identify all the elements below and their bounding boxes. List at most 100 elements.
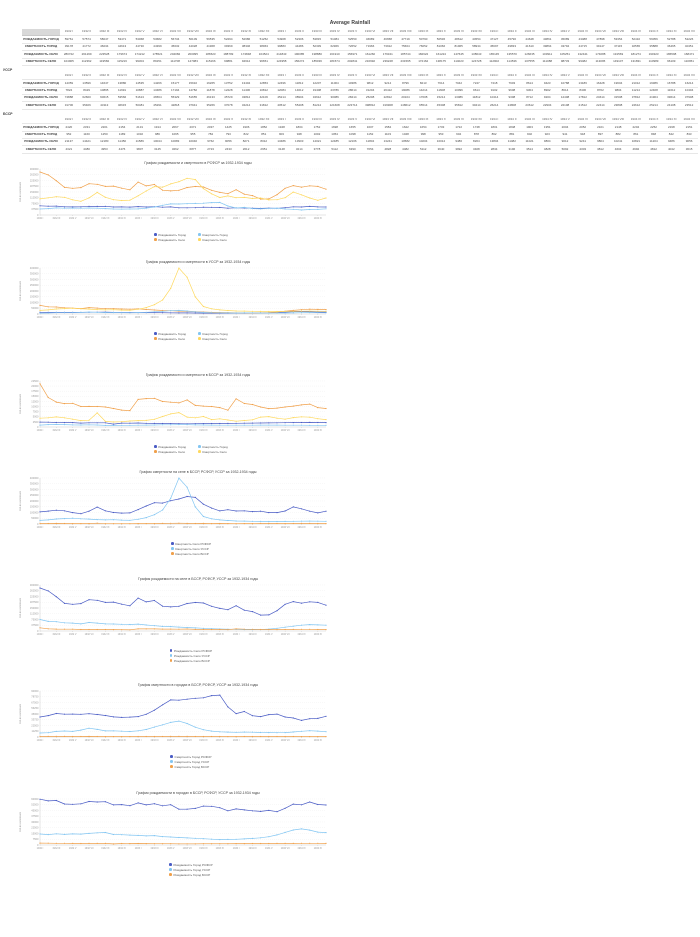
legend-item: Смертность Село УССР xyxy=(170,547,211,551)
table-cell: 9804 xyxy=(591,138,610,147)
table-cell: 21512 xyxy=(573,101,592,110)
table-cell: 31706 xyxy=(60,101,78,110)
table-cell: 13241 xyxy=(378,138,397,147)
series-line-birth_city-ussr xyxy=(39,828,327,840)
table-cell: 132441 xyxy=(573,50,592,59)
table-cell: 2067 xyxy=(166,123,185,132)
table-cell: 47719 xyxy=(396,35,415,44)
svg-text:1933 IX: 1933 IX xyxy=(199,633,208,636)
svg-text:1934 V: 1934 V xyxy=(265,847,273,850)
table-cell: 9204 xyxy=(538,94,557,103)
svg-text:1934 III: 1934 III xyxy=(248,429,256,432)
table-row: СМЕРТНОСТЬ СЕЛО 31706 35406 43113 46615 50481… xyxy=(22,101,698,110)
legend-dot-icon xyxy=(154,337,157,340)
table-cell: 52788 xyxy=(662,35,681,44)
table-cell: 9056 xyxy=(680,138,698,147)
table-cell: 50790 xyxy=(414,35,433,44)
table-cell: 822 xyxy=(237,131,255,139)
svg-text:1932 III: 1932 III xyxy=(52,217,60,220)
svg-text:1933 I: 1933 I xyxy=(135,739,142,742)
legend-label: Рождаемость Село xyxy=(158,237,186,242)
svg-text:1932 III: 1932 III xyxy=(52,429,60,432)
table-cell: 179674 xyxy=(113,50,131,59)
table-cell: 17812 xyxy=(573,94,592,103)
svg-text:1933 XI: 1933 XI xyxy=(216,217,225,220)
table-cell: 39178 xyxy=(60,43,78,52)
month-header: 1934 V xyxy=(556,72,574,81)
svg-text:250000: 250000 xyxy=(30,493,39,497)
legend-dot-icon xyxy=(169,863,172,866)
svg-text:1932 IX: 1932 IX xyxy=(101,429,110,432)
table-cell: 39883 xyxy=(272,43,291,52)
svg-text:1933 V: 1933 V xyxy=(167,847,175,850)
svg-text:1934 IX: 1934 IX xyxy=(297,526,306,529)
table-cell: 1048 xyxy=(396,131,415,139)
table-cell: 54908 xyxy=(272,35,291,44)
table-cell: 46658 xyxy=(378,35,397,44)
table-cell: 13752 xyxy=(219,79,238,88)
series-line-death_village-rsfsr xyxy=(39,495,327,514)
table-cell: 239228 xyxy=(378,58,397,66)
svg-text:1934 I: 1934 I xyxy=(233,217,240,220)
table-cell: 179341 xyxy=(378,50,397,59)
series-line-death_city-ussr xyxy=(39,309,327,314)
table-cell: 45089 xyxy=(556,35,574,44)
svg-text:45000: 45000 xyxy=(31,808,39,812)
table-cell: 43113 xyxy=(95,101,114,110)
table-cell: 2037 xyxy=(201,123,220,132)
table-cell: 952 xyxy=(60,131,78,139)
legend-item: Смертность Село xyxy=(198,450,228,454)
legend-dot-icon xyxy=(170,542,174,545)
table-cell: 75664 xyxy=(396,43,415,52)
table-cell: 44715 xyxy=(573,43,592,52)
month-header: 1933 XI xyxy=(449,72,468,81)
table-cell: 17194 xyxy=(166,87,185,96)
table-cell: 65514 xyxy=(414,101,433,110)
svg-text:1932 VII: 1932 VII xyxy=(85,217,94,220)
month-header: 1932 IV xyxy=(113,29,131,37)
month-header: 1932 VIII xyxy=(184,72,202,81)
table-cell: 10582 xyxy=(396,138,415,147)
svg-text:1934 V: 1934 V xyxy=(265,633,273,636)
month-header: 1933 VI xyxy=(361,29,379,37)
table-cell: 319908 xyxy=(378,101,397,110)
tables-section: 1932 I 1932 II 1932 III 1932 IV 1932 V 1932 V… xyxy=(0,29,700,154)
table-cell: 8213 xyxy=(414,79,433,88)
table-cell: 3615 xyxy=(680,145,698,154)
table-cell: 31812 xyxy=(254,101,273,110)
legend-dot-icon xyxy=(154,445,157,448)
table-cell: 181574 xyxy=(325,58,344,66)
svg-text:1932 I: 1932 I xyxy=(37,316,44,319)
table-cell: 10040 xyxy=(184,138,202,147)
svg-text:20000: 20000 xyxy=(31,384,39,388)
table-cell: 12207 xyxy=(308,79,326,88)
table-cell: 862 xyxy=(485,131,503,139)
table-cell: 1584 xyxy=(378,123,397,132)
svg-text:11250: 11250 xyxy=(31,729,39,733)
series-line-birth_city-rsfsr xyxy=(39,798,327,812)
svg-text:200000: 200000 xyxy=(30,499,39,503)
svg-text:1933 VII: 1933 VII xyxy=(183,633,192,636)
series-line-birth_village-bssr xyxy=(39,627,327,630)
table-cell: 882 xyxy=(609,131,627,139)
svg-text:1934 VII: 1934 VII xyxy=(281,526,290,529)
svg-text:1934 VII: 1934 VII xyxy=(281,316,290,319)
svg-text:1932 VII: 1932 VII xyxy=(85,526,94,529)
table-cell: 58047 xyxy=(95,35,114,44)
table-cell: 8614 xyxy=(556,87,574,96)
legend-dot-icon xyxy=(169,654,173,657)
month-header: 1933 III xyxy=(308,29,326,37)
table-cell: 52294 xyxy=(219,35,238,44)
legend-dot-icon xyxy=(170,760,174,763)
month-header: 1934 I xyxy=(485,72,503,81)
table-cell: 190085 xyxy=(290,50,309,59)
series-line-death_village-ussr xyxy=(39,267,327,312)
table-cell: 41772 xyxy=(77,43,96,52)
svg-text:15000: 15000 xyxy=(31,831,39,835)
svg-text:1934 IX: 1934 IX xyxy=(297,847,306,850)
table-cell: 9804 xyxy=(538,138,557,147)
month-header: 1934 I xyxy=(485,29,503,37)
table-cell: 7903 xyxy=(502,79,521,88)
table-cell: 11214 xyxy=(627,87,645,96)
month-header: 1932 I xyxy=(60,116,78,125)
